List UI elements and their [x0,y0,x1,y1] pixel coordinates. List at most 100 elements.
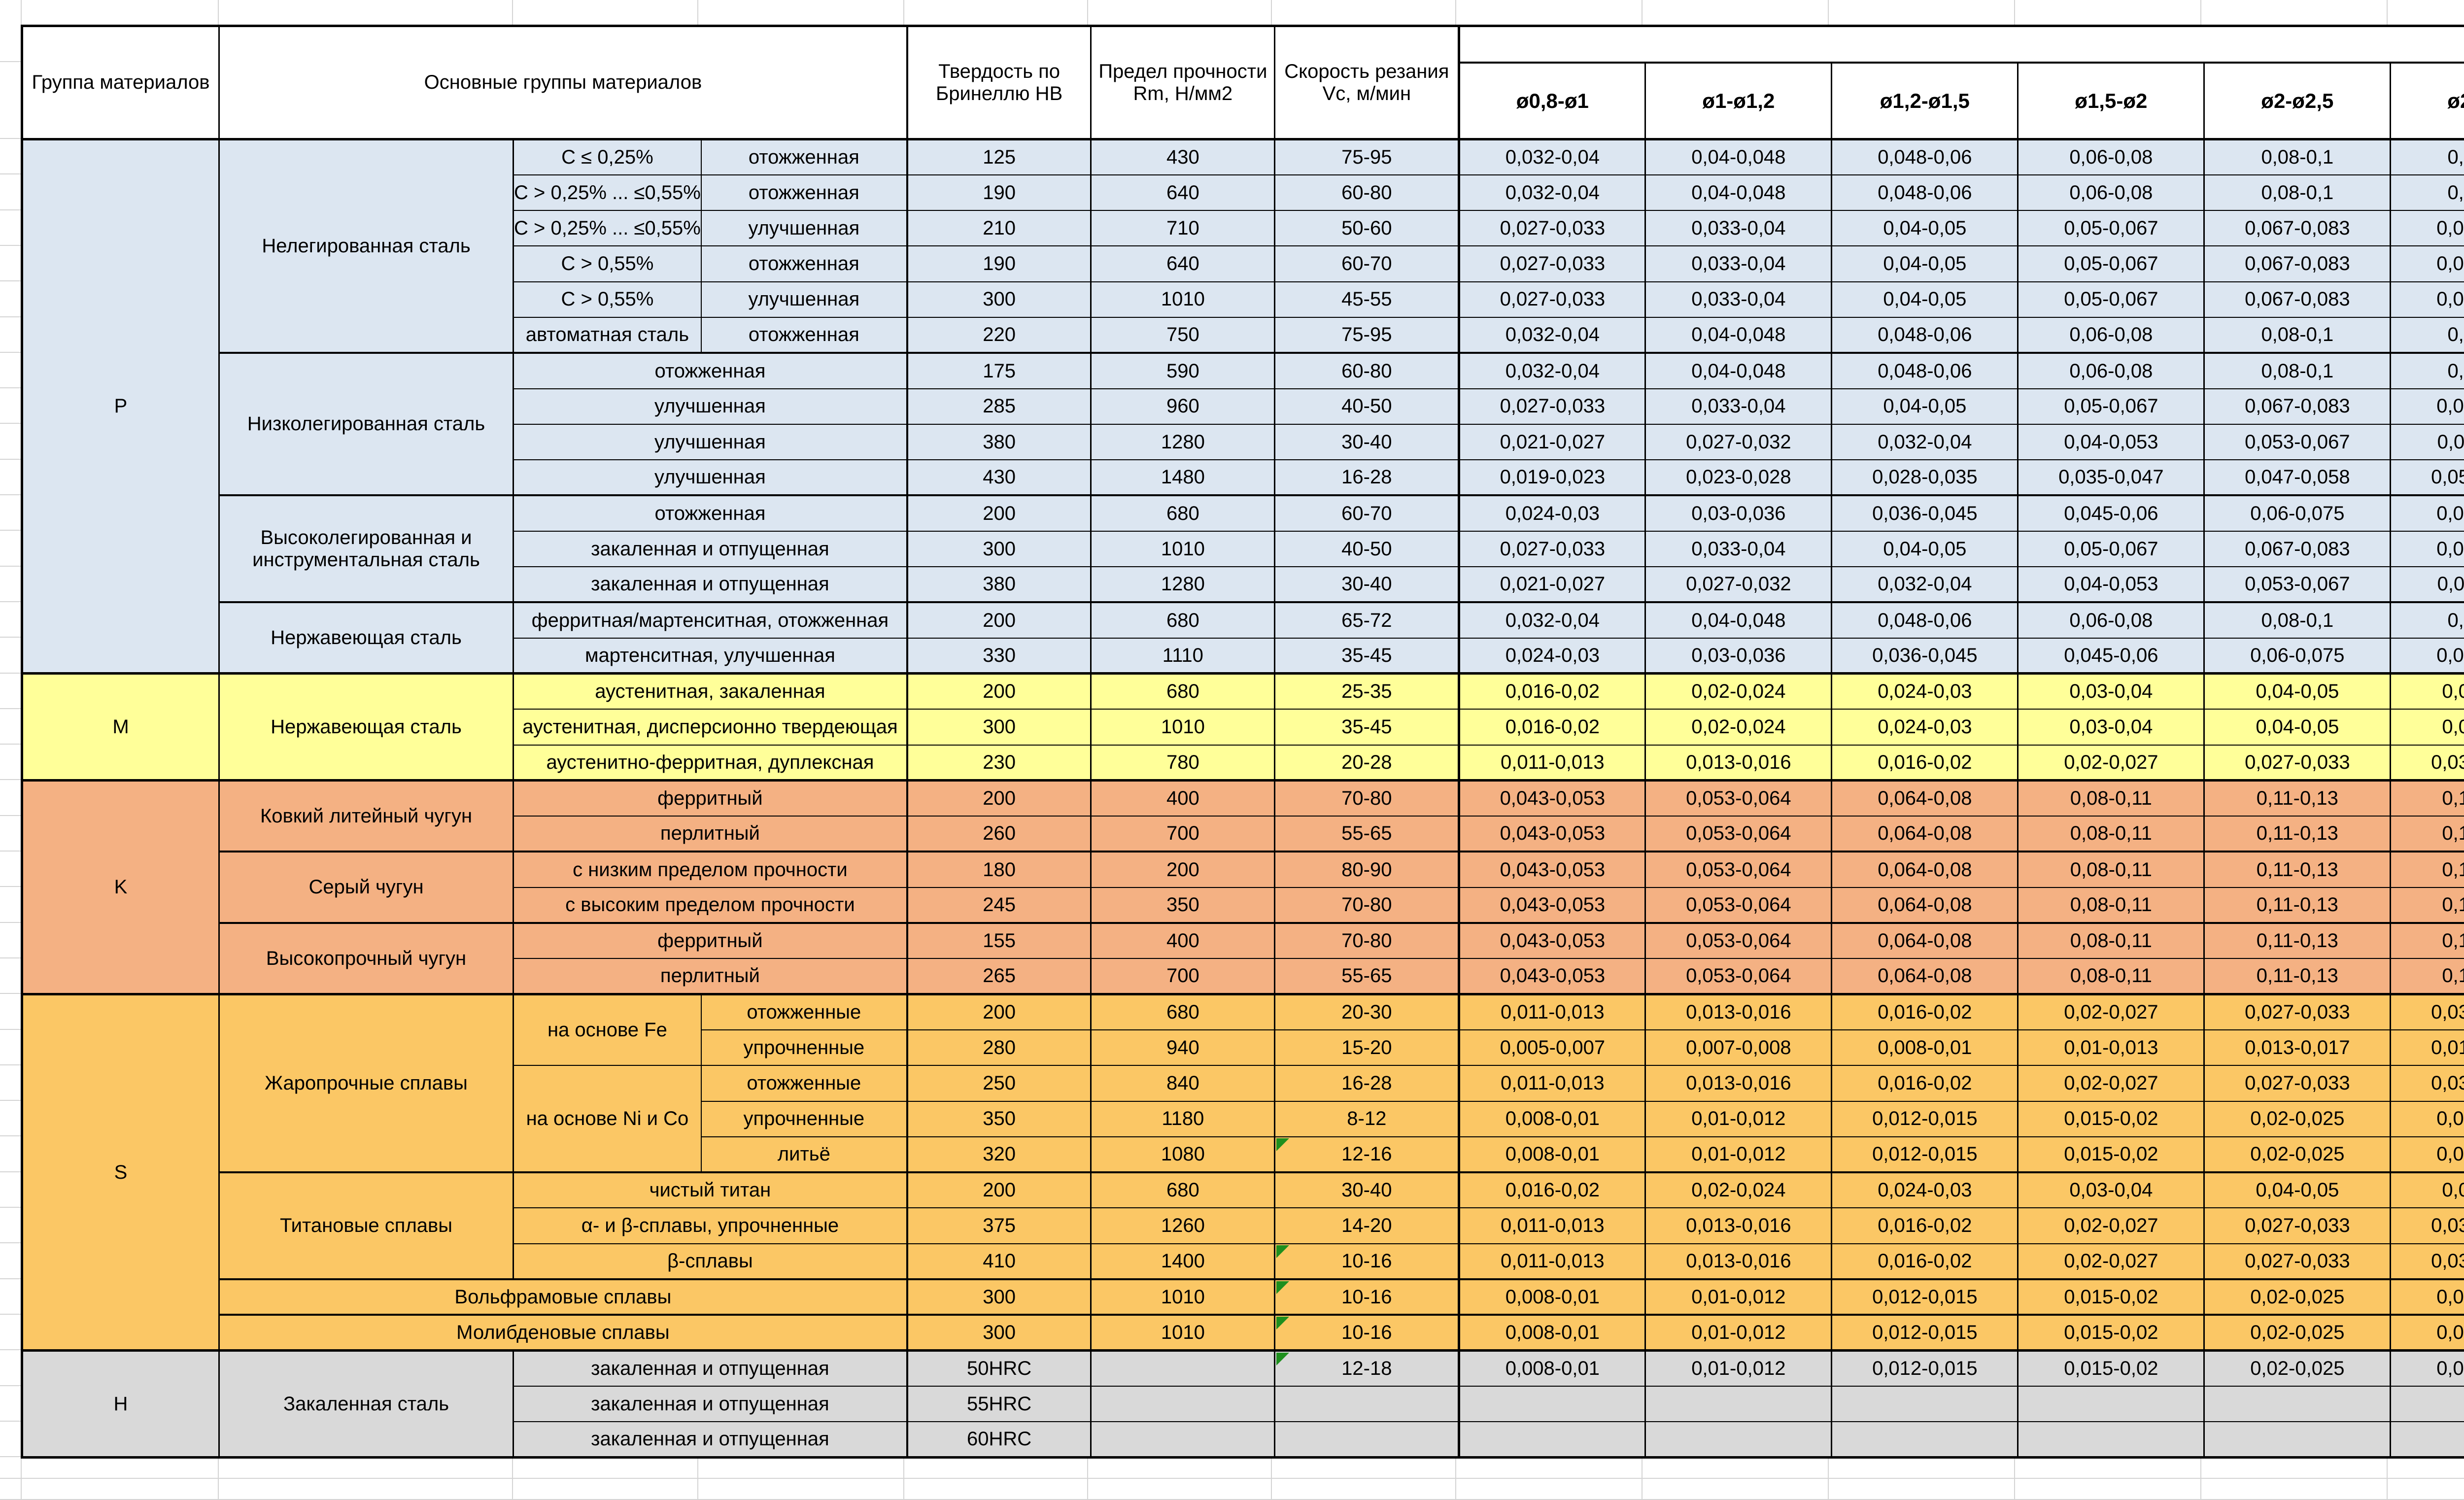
strength-rm-cell[interactable]: 1400 [1090,1243,1275,1280]
subtype-cell[interactable]: закаленная и отпущенная [512,566,908,603]
header-feed-dia-2[interactable]: ø1-ø1,2 [1644,62,1832,140]
feed-cell[interactable]: 0,025-0,04 [2390,1136,2464,1173]
cutting-speed-vc-cell[interactable]: 75-95 [1274,137,1460,175]
feed-cell[interactable]: 0,043-0,053 [1458,816,1646,852]
feed-cell[interactable]: 0,02-0,027 [2017,1207,2205,1244]
feed-cell[interactable]: 0,11-0,13 [2203,816,2391,852]
feed-cell[interactable]: 0,04-0,048 [1644,137,1832,175]
feed-cell[interactable]: 0,02-0,027 [2017,744,2205,781]
cutting-speed-vc-cell[interactable]: 16-28 [1274,1065,1460,1102]
strength-rm-cell[interactable]: 960 [1090,388,1275,425]
feed-cell[interactable]: 0,11-0,13 [2203,958,2391,995]
cutting-speed-vc-cell[interactable]: 10-16 [1274,1314,1460,1351]
strength-rm-cell[interactable]: 700 [1090,816,1275,852]
feed-cell[interactable]: 0,067-0,083 [2203,530,2391,568]
feed-cell[interactable]: 0,032-0,04 [1458,316,1646,354]
feed-cell[interactable]: 0,1-0,16 [2390,352,2464,389]
feed-cell[interactable]: 0,01-0,012 [1644,1314,1832,1351]
feed-cell[interactable]: 0,064-0,08 [1831,851,2019,888]
hardness-hb-cell[interactable]: 200 [906,993,1092,1030]
subtype-cell[interactable]: с высоким пределом прочности [512,886,908,924]
hardness-hb-cell[interactable]: 200 [906,601,1092,639]
cutting-speed-vc-cell[interactable]: 30-40 [1274,566,1460,603]
feed-cell[interactable]: 0,032-0,04 [1458,352,1646,389]
feed-cell[interactable]: 0,012-0,015 [1831,1314,2019,1351]
feed-cell[interactable]: 0,04-0,048 [1644,174,1832,211]
subtype-cell[interactable]: закаленная и отпущенная [512,1421,908,1458]
feed-cell[interactable]: 0,019-0,023 [1458,459,1646,496]
state-cell[interactable]: упрочненные [700,1100,908,1137]
feed-cell[interactable]: 0,024-0,03 [1831,1171,2019,1209]
feed-cell[interactable]: 0,043-0,053 [1458,779,1646,817]
feed-cell[interactable] [1458,1421,1646,1458]
feed-cell[interactable]: 0,058-0,093 [2390,459,2464,496]
feed-cell[interactable]: 0,08-0,1 [2203,601,2391,639]
cutting-speed-vc-cell[interactable]: 14-20 [1274,1207,1460,1244]
material-family-cell[interactable]: Вольфрамовые сплавы [218,1278,908,1316]
strength-rm-cell[interactable]: 400 [1090,922,1275,959]
hardness-hb-cell[interactable]: 245 [906,886,1092,924]
feed-cell[interactable]: 0,015-0,02 [2017,1314,2205,1351]
hardness-hb-cell[interactable]: 430 [906,459,1092,496]
cutting-speed-vc-cell[interactable]: 12-16 [1274,1136,1460,1173]
subtype-cell[interactable]: C > 0,55% [512,281,702,318]
feed-cell[interactable]: 0,032-0,04 [1458,174,1646,211]
subtype-cell[interactable]: улучшенная [512,423,908,461]
feed-cell[interactable]: 0,007-0,008 [1644,1029,1832,1066]
feed-cell[interactable] [2017,1385,2205,1423]
feed-cell[interactable]: 0,048-0,06 [1831,137,2019,175]
feed-cell[interactable]: 0,04-0,05 [1831,388,2019,425]
cutting-speed-vc-cell[interactable]: 70-80 [1274,886,1460,924]
strength-rm-cell[interactable]: 710 [1090,210,1275,247]
subtype-cell[interactable]: закаленная и отпущенная [512,1349,908,1387]
cutting-speed-vc-cell[interactable]: 25-35 [1274,672,1460,710]
feed-cell[interactable]: 0,033-0,053 [2390,993,2464,1030]
feed-cell[interactable]: 0,043-0,053 [1458,922,1646,959]
feed-cell[interactable]: 0,083-0,13 [2390,210,2464,247]
feed-cell[interactable]: 0,043-0,053 [1458,851,1646,888]
cutting-speed-vc-cell[interactable]: 60-70 [1274,494,1460,532]
feed-cell[interactable]: 0,048-0,06 [1831,601,2019,639]
cutting-speed-vc-cell[interactable]: 55-65 [1274,816,1460,852]
feed-cell[interactable] [1458,1385,1646,1423]
feed-cell[interactable]: 0,03-0,04 [2017,1171,2205,1209]
subtype-cell[interactable]: аустенитная, закаленная [512,672,908,710]
hardness-hb-cell[interactable]: 210 [906,210,1092,247]
feed-cell[interactable]: 0,13-0,21 [2390,922,2464,959]
state-cell[interactable]: отожженная [700,137,908,175]
subtype-cell[interactable]: чистый титан [512,1171,908,1209]
hardness-hb-cell[interactable]: 200 [906,1171,1092,1209]
strength-rm-cell[interactable]: 1110 [1090,637,1275,674]
cutting-speed-vc-cell[interactable]: 75-95 [1274,316,1460,354]
feed-cell[interactable]: 0,012-0,015 [1831,1100,2019,1137]
strength-rm-cell[interactable]: 1010 [1090,709,1275,746]
cutting-speed-vc-cell[interactable]: 35-45 [1274,637,1460,674]
hardness-hb-cell[interactable]: 380 [906,423,1092,461]
state-cell[interactable]: отожженная [700,245,908,282]
subtype-cell[interactable]: C ≤ 0,25% [512,137,702,175]
cutting-speed-vc-cell[interactable]: 30-40 [1274,1171,1460,1209]
cutting-speed-vc-cell[interactable]: 70-80 [1274,779,1460,817]
feed-cell[interactable]: 0,032-0,04 [1831,423,2019,461]
feed-cell[interactable]: 0,04-0,05 [1831,245,2019,282]
feed-cell[interactable]: 0,033-0,04 [1644,530,1832,568]
feed-cell[interactable]: 0,05-0,067 [2017,210,2205,247]
feed-cell[interactable]: 0,025-0,04 [2390,1349,2464,1387]
strength-rm-cell[interactable]: 680 [1090,1171,1275,1209]
feed-cell[interactable]: 0,067-0,083 [2203,210,2391,247]
strength-rm-cell[interactable]: 1010 [1090,1314,1275,1351]
feed-cell[interactable]: 0,017-0,027 [2390,1029,2464,1066]
hardness-hb-cell[interactable]: 350 [906,1100,1092,1137]
feed-cell[interactable]: 0,01-0,012 [1644,1100,1832,1137]
feed-cell[interactable]: 0,04-0,048 [1644,601,1832,639]
hardness-hb-cell[interactable]: 190 [906,245,1092,282]
feed-cell[interactable]: 0,027-0,032 [1644,423,1832,461]
feed-cell[interactable]: 0,06-0,08 [2017,601,2205,639]
feed-cell[interactable]: 0,13-0,21 [2390,851,2464,888]
feed-cell[interactable]: 0,027-0,033 [1458,530,1646,568]
feed-cell[interactable]: 0,05-0,08 [2390,672,2464,710]
feed-cell[interactable]: 0,033-0,053 [2390,1207,2464,1244]
strength-rm-cell[interactable]: 1260 [1090,1207,1275,1244]
hardness-hb-cell[interactable]: 220 [906,316,1092,354]
feed-cell[interactable]: 0,047-0,058 [2203,459,2391,496]
